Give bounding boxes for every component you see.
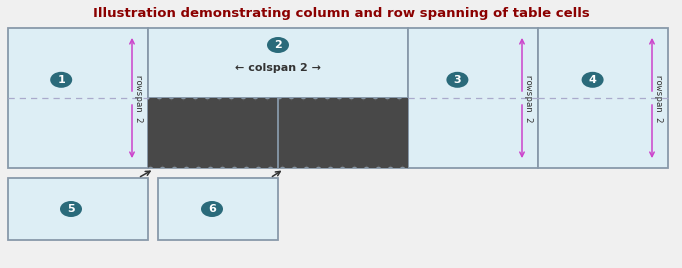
- Text: 1: 1: [57, 75, 65, 85]
- Bar: [538, 28, 668, 168]
- Text: 5: 5: [68, 204, 75, 214]
- Bar: [148, 28, 408, 98]
- Bar: [8, 178, 148, 240]
- Text: 2: 2: [274, 40, 282, 50]
- Ellipse shape: [60, 201, 82, 217]
- Ellipse shape: [447, 72, 469, 88]
- Text: rowspan 2: rowspan 2: [654, 74, 663, 122]
- Bar: [158, 178, 278, 240]
- Bar: [148, 98, 408, 168]
- Text: 4: 4: [589, 75, 597, 85]
- Text: rowspan 2: rowspan 2: [524, 74, 533, 122]
- Ellipse shape: [50, 72, 72, 88]
- Text: Illustration demonstrating column and row spanning of table cells: Illustration demonstrating column and ro…: [93, 6, 589, 20]
- Ellipse shape: [201, 201, 223, 217]
- Ellipse shape: [267, 37, 289, 53]
- Text: 6: 6: [208, 204, 216, 214]
- Bar: [148, 98, 408, 168]
- Bar: [408, 28, 538, 168]
- Ellipse shape: [582, 72, 604, 88]
- Text: rowspan 2: rowspan 2: [134, 74, 143, 122]
- Bar: [8, 28, 148, 168]
- Text: ← colspan 2 →: ← colspan 2 →: [235, 63, 321, 73]
- Text: 3: 3: [454, 75, 461, 85]
